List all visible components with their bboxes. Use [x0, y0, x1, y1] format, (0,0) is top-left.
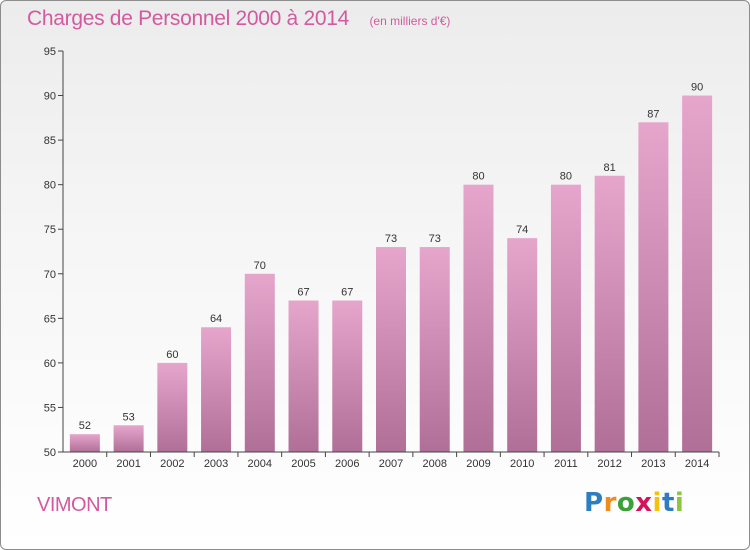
y-tick-label: 50 [44, 447, 56, 459]
x-tick-label: 2005 [291, 458, 315, 470]
bars: 52 53 60 64 70 67 67 73 73 80 74 80 81 87 90 [69, 82, 713, 453]
data-label: 60 [166, 349, 178, 361]
bar [113, 425, 144, 452]
bar [463, 184, 494, 452]
proxiti-logo[interactable]: Proxiti [584, 488, 684, 518]
logo-letter: t [661, 488, 675, 518]
x-tick-label: 2002 [160, 458, 184, 470]
y-tick-label: 65 [44, 313, 56, 325]
bar [638, 122, 669, 453]
commune-name: VIMONT [37, 494, 112, 516]
y-tick-label: 70 [44, 269, 56, 281]
x-tick-label: 2003 [204, 458, 228, 470]
y-tick-label: 55 [44, 402, 56, 414]
data-label: 90 [691, 82, 703, 94]
logo-letter: x [635, 488, 653, 518]
data-label: 81 [604, 162, 616, 174]
bar [69, 434, 100, 452]
x-axis: 2000 2001 2002 2003 2004 2005 2006 2007 2008 2009… [63, 451, 720, 470]
bar [376, 247, 406, 452]
x-tick-label: 2006 [335, 458, 359, 470]
x-tick-label: 2013 [641, 458, 665, 470]
y-axis: 50 55 60 65 70 75 80 85 90 95 [44, 46, 64, 459]
x-tick-label: 2004 [248, 458, 272, 470]
chart-title: Charges de Personnel 2000 à 2014 [27, 7, 349, 30]
bar [288, 300, 319, 452]
bar [594, 175, 625, 452]
x-tick-label: 2012 [597, 458, 621, 470]
data-label: 74 [516, 224, 528, 236]
data-label: 64 [210, 313, 222, 325]
title-row: Charges de Personnel 2000 à 2014 (en mil… [27, 7, 450, 31]
bar [201, 327, 232, 452]
y-tick-label: 90 [44, 91, 56, 103]
bar [244, 273, 275, 452]
x-tick-label: 2010 [510, 458, 534, 470]
logo-letter: P [584, 488, 604, 518]
logo-letter: o [616, 488, 636, 518]
data-label: 80 [472, 171, 484, 183]
x-tick-label: 2008 [422, 458, 446, 470]
chart-subtitle: (en milliers d'€) [369, 14, 451, 28]
logo-letter: i [674, 488, 685, 518]
bar [507, 238, 538, 452]
data-label: 67 [297, 287, 309, 299]
data-label: 67 [341, 287, 353, 299]
data-label: 87 [647, 108, 659, 120]
x-tick-label: 2011 [554, 458, 578, 470]
y-tick-label: 75 [44, 224, 56, 236]
bar [682, 95, 713, 453]
y-tick-label: 80 [44, 180, 56, 192]
data-label: 73 [429, 233, 441, 245]
bar [550, 184, 581, 452]
data-label: 70 [254, 260, 266, 272]
x-tick-label: 2007 [379, 458, 403, 470]
data-label: 80 [560, 171, 572, 183]
y-tick-label: 95 [44, 46, 56, 58]
bar [419, 247, 450, 452]
x-tick-label: 2001 [116, 458, 140, 470]
y-tick-label: 60 [44, 358, 56, 370]
x-tick-label: 2009 [466, 458, 490, 470]
bar [332, 300, 363, 452]
y-tick-label: 85 [44, 135, 56, 147]
x-tick-label: 2014 [685, 458, 709, 470]
logo-letter: i [652, 488, 662, 518]
x-tick-label: 2000 [73, 458, 97, 470]
data-label: 53 [122, 411, 134, 423]
bar [157, 362, 188, 452]
data-label: 52 [79, 420, 91, 432]
data-label: 73 [385, 233, 397, 245]
logo-letter: r [603, 488, 617, 518]
